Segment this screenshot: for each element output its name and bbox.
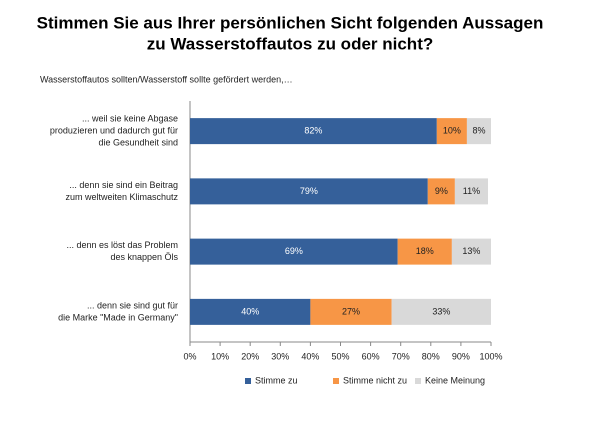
category-label: produzieren und dadurch gut für: [50, 126, 178, 136]
bar-segment: [190, 118, 437, 145]
category-label: ... weil sie keine Abgase: [82, 114, 178, 124]
legend-swatch: [415, 378, 421, 384]
x-tick-label: 40%: [301, 351, 319, 361]
chart-title: Stimmen Sie aus Ihrer persönlichen Sicht…: [37, 13, 544, 32]
chart-subtitle: Wasserstoffautos sollten/Wasserstoff sol…: [40, 74, 293, 84]
category-label: ... denn sie sind ein Beitrag: [69, 180, 178, 190]
legend-label: Stimme zu: [255, 375, 298, 385]
x-tick-label: 100%: [479, 351, 502, 361]
legend-swatch: [245, 378, 251, 384]
x-tick-label: 50%: [331, 351, 349, 361]
chart-title: zu Wasserstoffautos zu oder nicht?: [147, 34, 434, 53]
value-label: 13%: [462, 246, 480, 256]
bar-segment: [310, 298, 392, 325]
value-label: 40%: [241, 306, 259, 316]
value-label: 18%: [416, 246, 434, 256]
legend-swatch: [333, 378, 339, 384]
x-tick-label: 80%: [422, 351, 440, 361]
value-label: 69%: [285, 246, 303, 256]
x-tick-label: 60%: [362, 351, 380, 361]
bar-segment: [190, 238, 398, 265]
bar-segment: [436, 118, 467, 145]
bar-segment: [454, 178, 488, 205]
value-label: 82%: [304, 126, 322, 136]
value-label: 10%: [443, 126, 461, 136]
bar-segment: [427, 178, 455, 205]
category-label: die Marke "Made in Germany": [58, 312, 178, 322]
category-label: die Gesundheit sind: [98, 138, 178, 148]
bar-segment: [391, 298, 491, 325]
value-label: 33%: [432, 306, 450, 316]
value-label: 27%: [342, 306, 360, 316]
legend-label: Keine Meinung: [425, 375, 485, 385]
x-tick-label: 30%: [271, 351, 289, 361]
value-label: 11%: [463, 186, 480, 196]
value-label: 9%: [435, 186, 448, 196]
bar-segment: [451, 238, 491, 265]
category-label: des knappen Öls: [110, 252, 178, 262]
value-label: 79%: [300, 186, 318, 196]
x-tick-label: 20%: [241, 351, 259, 361]
x-tick-label: 70%: [392, 351, 410, 361]
category-label: ... denn es löst das Problem: [66, 240, 178, 250]
bar-segment: [190, 178, 428, 205]
bar-segment: [466, 118, 491, 145]
category-label: zum weltweiten Klimaschutz: [65, 192, 178, 202]
x-tick-label: 90%: [452, 351, 470, 361]
x-tick-label: 10%: [211, 351, 229, 361]
value-label: 8%: [472, 126, 485, 136]
x-tick-label: 0%: [183, 351, 196, 361]
bar-segment: [397, 238, 452, 265]
legend-label: Stimme nicht zu: [343, 375, 407, 385]
bar-segment: [190, 298, 311, 325]
category-label: ... denn sie sind gut für: [87, 300, 178, 310]
